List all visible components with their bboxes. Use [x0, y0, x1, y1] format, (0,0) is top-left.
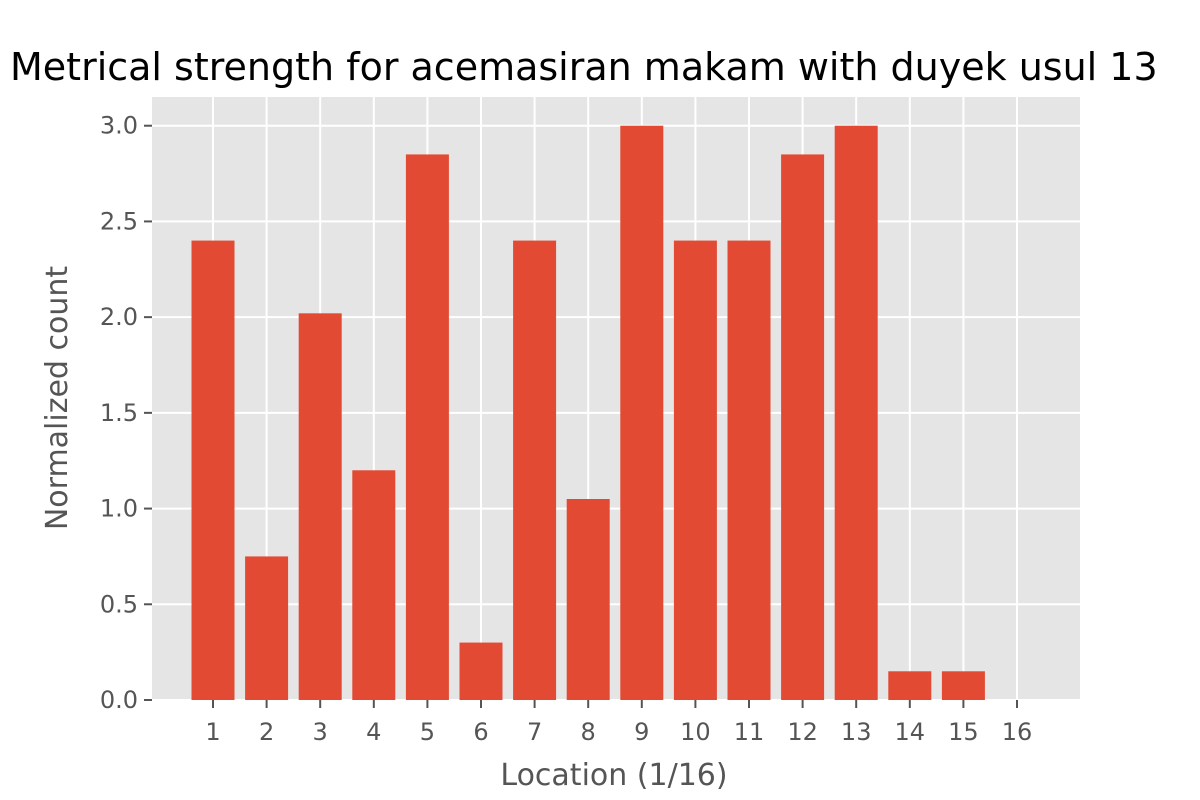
y-tick-label: 3.0	[100, 112, 138, 140]
chart-title: Metrical strength for acemasiran makam w…	[10, 45, 1158, 89]
bar-location-4	[352, 470, 396, 700]
x-tick-label: 6	[473, 718, 488, 746]
x-tick-label: 14	[895, 718, 926, 746]
y-tick-label: 0.5	[100, 590, 138, 618]
y-tick-label: 0.0	[100, 686, 138, 714]
plot-background	[152, 97, 1080, 700]
bar-location-5	[405, 154, 449, 700]
x-tick-label: 12	[787, 718, 818, 746]
y-tick-label: 2.5	[100, 207, 138, 235]
x-tick-label: 16	[1002, 718, 1033, 746]
x-tick-label: 1	[205, 718, 220, 746]
x-axis-label: Location (1/16)	[500, 758, 727, 793]
x-tick-label: 5	[420, 718, 435, 746]
x-tick-label: 3	[313, 718, 328, 746]
bar-location-12	[781, 154, 825, 700]
y-tick-label: 1.5	[100, 399, 138, 427]
bar-location-3	[298, 313, 342, 700]
x-tick-label: 13	[841, 718, 872, 746]
bars	[191, 125, 985, 701]
x-tick-label: 11	[734, 718, 765, 746]
x-tick-label: 9	[634, 718, 649, 746]
x-tick-label: 15	[948, 718, 979, 746]
x-tick-label: 8	[581, 718, 596, 746]
bar-location-8	[566, 499, 610, 700]
bar-location-6	[459, 642, 503, 700]
bar-location-7	[513, 240, 557, 701]
y-axis-ticks: 0.0 0.5 1.0 1.5 2.0 2.5 3.0	[100, 112, 152, 714]
bar-location-13	[834, 125, 878, 700]
bar-location-14	[888, 671, 932, 700]
x-tick-label: 4	[366, 718, 381, 746]
bar-location-2	[245, 556, 289, 700]
bar-location-9	[620, 125, 664, 700]
x-tick-label: 10	[680, 718, 711, 746]
bar-location-11	[727, 240, 771, 701]
x-axis-ticks: 1 2 3 4 5 6 7 8 9 10 11 12 13 14 15 16	[205, 700, 1032, 746]
x-tick-label: 7	[527, 718, 542, 746]
y-axis-label: Normalized count	[40, 266, 75, 531]
x-tick-label: 2	[259, 718, 274, 746]
y-tick-label: 1.0	[100, 495, 138, 523]
bar-location-15	[941, 671, 985, 700]
bar-location-1	[191, 240, 235, 701]
y-tick-label: 2.0	[100, 303, 138, 331]
bar-location-10	[673, 240, 717, 701]
